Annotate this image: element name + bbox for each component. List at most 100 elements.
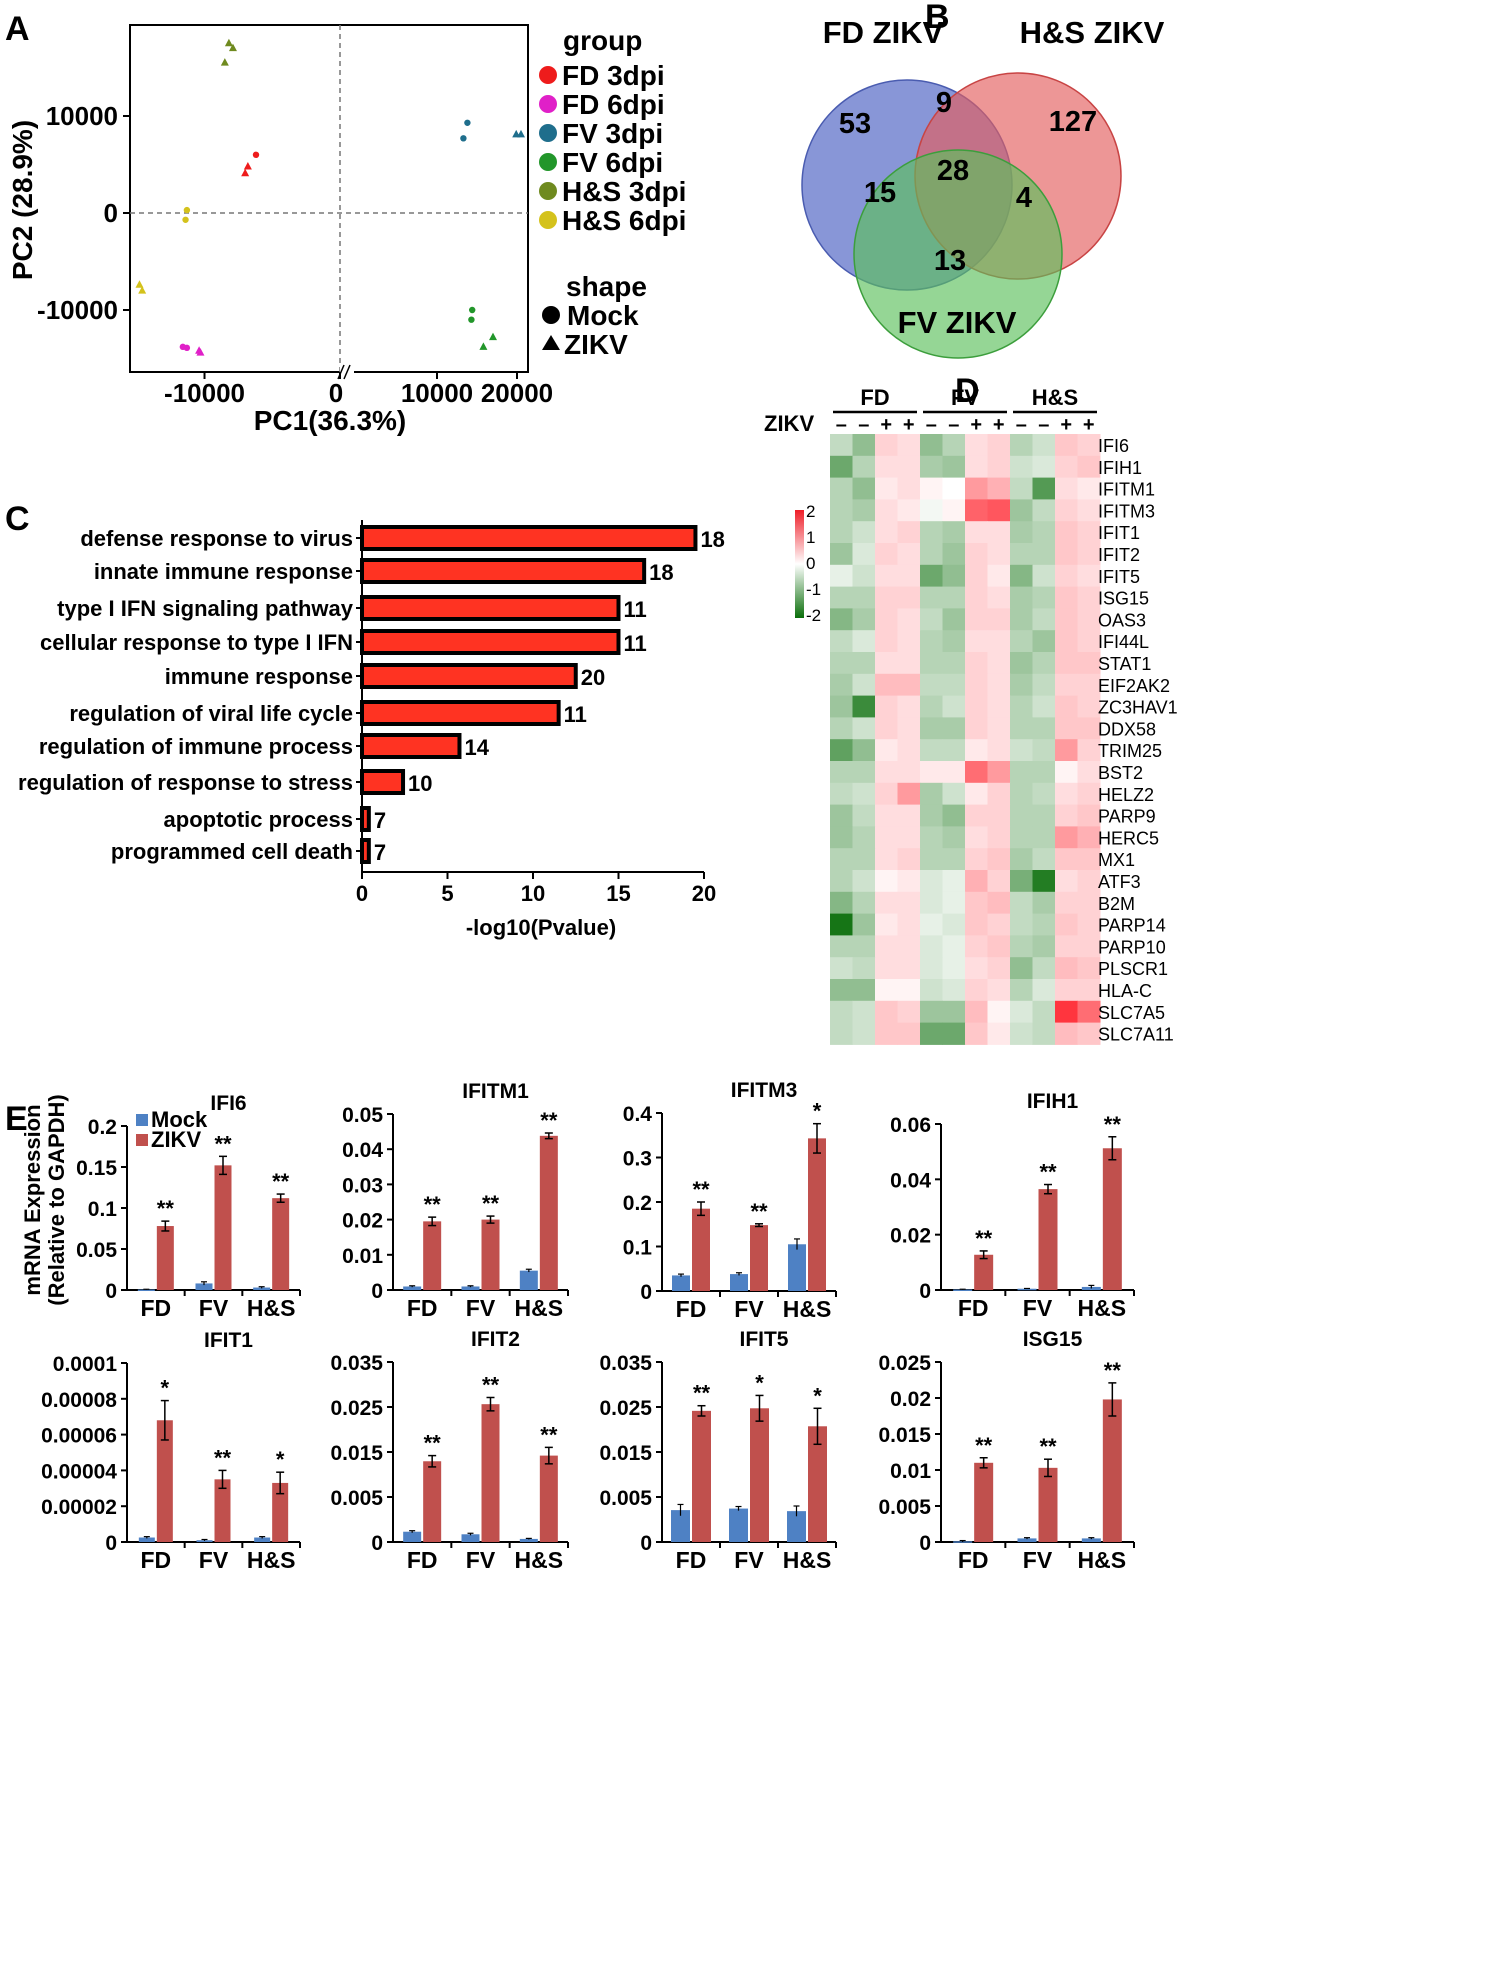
- heatmap-cell: [987, 455, 1011, 479]
- x-tick-label: 20: [692, 881, 716, 906]
- heatmap-cell: [1077, 1000, 1101, 1024]
- x-tick-label: -10000: [164, 378, 245, 408]
- y-tick-label: 0.06: [890, 1114, 931, 1137]
- heatmap-cell: [1010, 826, 1033, 849]
- go-bar-count: 11: [624, 631, 647, 656]
- legend-marker: [539, 153, 557, 171]
- heatmap-cell: [1077, 935, 1101, 958]
- heatmap-cell: [897, 1000, 921, 1024]
- heatmap-cell: [942, 826, 966, 849]
- heatmap-cell: [897, 608, 921, 631]
- heatmap-cell: [1077, 782, 1101, 806]
- heatmap-cell: [875, 455, 898, 479]
- scatter-point: [464, 119, 471, 126]
- heatmap-cell: [920, 891, 943, 915]
- heatmap-cell: [1010, 630, 1033, 653]
- heatmap-cell: [1055, 717, 1078, 740]
- legend-label: Mock: [567, 300, 639, 331]
- heatmap-cell: [1055, 891, 1078, 915]
- heatmap-cell: [1010, 521, 1033, 544]
- heatmap-cell: [1055, 455, 1078, 479]
- heatmap-cell: [875, 1022, 898, 1045]
- heatmap-cell: [830, 1022, 853, 1045]
- zikv-bar: [692, 1410, 711, 1542]
- heatmap-cell: [875, 717, 898, 740]
- heatmap-cell: [1055, 1022, 1078, 1045]
- heatmap-cell: [1010, 695, 1033, 718]
- heatmap-cell: [897, 739, 921, 762]
- go-bar: [360, 595, 621, 621]
- x-category-label: FV: [1023, 1547, 1053, 1573]
- heatmap-cell: [897, 652, 921, 675]
- heatmap-cell: [875, 782, 898, 806]
- mock-bar: [195, 1283, 213, 1290]
- heatmap-cell: [830, 673, 853, 697]
- heatmap-cell: [987, 673, 1011, 697]
- heatmap-cell: [920, 957, 943, 980]
- heatmap-cell: [852, 979, 876, 1002]
- heatmap-cell: [897, 673, 921, 697]
- heatmap-cell: [1077, 826, 1101, 849]
- heatmap-cell: [852, 957, 876, 980]
- heatmap-cell: [897, 543, 921, 566]
- heatmap-cell: [1055, 608, 1078, 631]
- group-header: FD: [860, 385, 889, 410]
- gene-label: HERC5: [1098, 828, 1159, 848]
- go-term-label: regulation of immune process: [39, 734, 353, 759]
- zikv-bar: [974, 1462, 994, 1542]
- heatmap-cell: [830, 499, 853, 522]
- color-scale-label: 1: [806, 528, 815, 547]
- mock-bar: [1017, 1288, 1037, 1291]
- heatmap-cell: [1010, 586, 1033, 609]
- y-tick-label: 0.03: [342, 1174, 383, 1197]
- heatmap-cell: [830, 543, 853, 566]
- x-category-label: FV: [466, 1547, 496, 1573]
- heatmap-cell: [987, 717, 1011, 740]
- heatmap-cell: [1055, 673, 1078, 697]
- heatmap-cell: [1032, 935, 1056, 958]
- plot-frame: [129, 24, 529, 373]
- heatmap-cell: [920, 870, 943, 893]
- heatmap-cell: [942, 630, 966, 653]
- mock-bar: [254, 1537, 271, 1542]
- heatmap-cell: [965, 564, 988, 588]
- heatmap-cell: [830, 586, 853, 609]
- zikv-bar: [1038, 1189, 1058, 1290]
- heatmap-cell: [1032, 826, 1056, 849]
- heatmap-cell: [852, 434, 876, 457]
- y-tick-label: 0.02: [890, 1388, 931, 1411]
- heatmap-cell: [942, 564, 966, 588]
- y-tick-label: 0.04: [342, 1139, 383, 1162]
- heatmap-cell: [1055, 870, 1078, 893]
- go-bar-count: 7: [374, 808, 386, 833]
- heatmap-cell: [875, 586, 898, 609]
- heatmap-cell: [897, 521, 921, 544]
- heatmap-cell: [830, 935, 853, 958]
- heatmap-cell: [987, 804, 1011, 827]
- heatmap-cell: [920, 739, 943, 762]
- heatmap-cell: [920, 608, 943, 631]
- x-category-label: H&S: [1078, 1295, 1127, 1321]
- heatmap-cell: [1032, 717, 1056, 740]
- significance-mark: **: [482, 1191, 500, 1216]
- gene-label: TRIM25: [1098, 741, 1162, 761]
- heatmap-cell: [1077, 979, 1101, 1002]
- legend-marker: [539, 182, 557, 200]
- go-bar: [360, 838, 371, 864]
- zikv-sign: –: [858, 414, 869, 436]
- scatter-point: [469, 306, 476, 314]
- y-tick-label: 0.005: [599, 1487, 652, 1510]
- heatmap-cell: [875, 1000, 898, 1024]
- heatmap-cell: [920, 543, 943, 566]
- heatmap-cell: [852, 739, 876, 762]
- heatmap-cell: [942, 608, 966, 631]
- heatmap-cell: [965, 1022, 988, 1045]
- heatmap-cell: [1032, 1022, 1056, 1045]
- heatmap-cell: [1077, 630, 1101, 653]
- heatmap-cell: [897, 717, 921, 740]
- legend-mock-label: Mock: [151, 1107, 208, 1132]
- legend-marker: [539, 66, 557, 84]
- y-tick-label: 0.02: [890, 1225, 931, 1248]
- heatmap-cell: [942, 695, 966, 718]
- significance-mark: **: [1104, 1112, 1122, 1137]
